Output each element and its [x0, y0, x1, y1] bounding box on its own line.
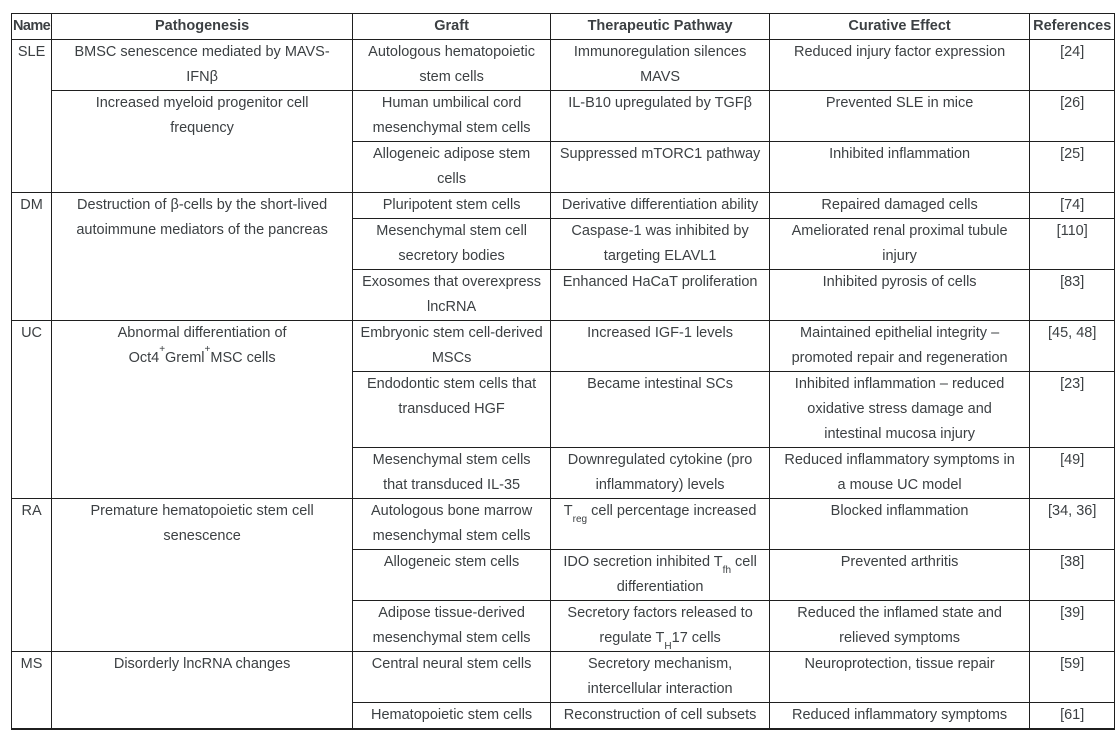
- cell-reference: [25]: [1029, 141, 1116, 193]
- cell-disease-name: SLE: [10, 39, 53, 193]
- col-header-curative-effect: Curative Effect: [769, 13, 1031, 40]
- cell-reference: [23]: [1029, 371, 1116, 448]
- cell-effect: Inhibited inflammation – reduced oxidati…: [769, 371, 1031, 448]
- cell-graft: Autologous bone marrow mesenchymal stem …: [352, 498, 552, 550]
- cell-graft: Allogeneic adipose stem cells: [352, 141, 552, 193]
- table-row: Endodontic stem cells that transduced HG…: [12, 371, 1116, 448]
- cell-reference: [49]: [1029, 447, 1116, 499]
- cell-graft: Mesenchymal stem cells that transduced I…: [352, 447, 552, 499]
- cell-pathogenesis: Abnormal differentiation of Oct4+Greml+M…: [51, 320, 354, 499]
- cell-effect: Inhibited pyrosis of cells: [769, 269, 1031, 321]
- table-row: UC Abnormal differentiation of Oct4+Grem…: [10, 320, 1116, 499]
- cell-effect: Reduced inflammatory symptoms: [769, 702, 1031, 730]
- cell-effect: Maintained epithelial integrity – promot…: [769, 320, 1031, 372]
- cell-graft: Mesenchymal stem cell secretory bodies: [352, 218, 552, 270]
- cell-pathway: Reconstruction of cell subsets: [550, 702, 771, 730]
- cell-effect: Prevented arthritis: [769, 549, 1031, 601]
- cell-pathway: Secretory mechanism, intercellular inter…: [550, 651, 771, 703]
- table-row: SLE BMSC senescence mediated by MAVS- IF…: [10, 39, 1116, 193]
- cell-effect: Ameliorated renal proximal tubule injury: [769, 218, 1031, 270]
- cell-effect: Reduced the inflamed state and relieved …: [769, 600, 1031, 652]
- table-row: Mesenchymal stem cells that transduced I…: [12, 447, 1116, 499]
- cell-effect: Reduced injury factor expression: [769, 39, 1031, 91]
- cell-pathway: Increased IGF-1 levels: [550, 320, 771, 372]
- cell-pathway: Derivative differentiation ability: [550, 192, 771, 219]
- col-header-graft: Graft: [352, 13, 552, 40]
- cell-effect: Neuroprotection, tissue repair: [769, 651, 1031, 703]
- cell-graft: Endodontic stem cells that transduced HG…: [352, 371, 552, 448]
- col-header-name: Name: [10, 13, 53, 40]
- cell-pathogenesis: Increased myeloid progenitor cell freque…: [51, 90, 354, 193]
- col-header-therapeutic-pathway: Therapeutic Pathway: [550, 13, 771, 40]
- cell-graft: Exosomes that overexpress lncRNA: [352, 269, 552, 321]
- table-row: DM Destruction of β-cells by the short-l…: [10, 192, 1116, 321]
- cell-graft: Allogeneic stem cells: [352, 549, 552, 601]
- table-header: Name Pathogenesis Graft Therapeutic Path…: [10, 13, 1116, 40]
- cell-pathogenesis: Destruction of β-cells by the short-live…: [51, 192, 354, 321]
- cell-pathway: Caspase-1 was inhibited by targeting ELA…: [550, 218, 771, 270]
- cell-pathway: IL-B10 upregulated by TGFβ: [550, 90, 771, 142]
- cell-pathway: Secretory factors released to regulate T…: [550, 600, 771, 652]
- stem-cell-therapy-table: Name Pathogenesis Graft Therapeutic Path…: [10, 13, 1116, 730]
- header-row: Name Pathogenesis Graft Therapeutic Path…: [10, 13, 1116, 40]
- cell-pathway: Enhanced HaCaT proliferation: [550, 269, 771, 321]
- cell-pathway: Became intestinal SCs: [550, 371, 771, 448]
- cell-effect: Prevented SLE in mice: [769, 90, 1031, 142]
- cell-graft: Autologous hematopoietic stem cells: [352, 39, 552, 91]
- cell-pathway: Immunoregulation silences MAVS: [550, 39, 771, 91]
- table-body: SLE BMSC senescence mediated by MAVS- IF…: [10, 39, 1116, 730]
- cell-disease-name: RA: [10, 498, 53, 652]
- cell-disease-name: DM: [10, 192, 53, 321]
- col-header-pathogenesis: Pathogenesis: [51, 13, 354, 40]
- col-header-references: References: [1029, 13, 1116, 40]
- cell-reference: [83]: [1029, 269, 1116, 321]
- cell-effect: Reduced inflammatory symptoms in a mouse…: [769, 447, 1031, 499]
- cell-reference: [34, 36]: [1029, 498, 1116, 550]
- cell-graft: Human umbilical cord mesenchymal stem ce…: [352, 90, 552, 142]
- cell-graft: Central neural stem cells: [352, 651, 552, 703]
- table-row: Exosomes that overexpress lncRNA Enhance…: [12, 269, 1116, 321]
- cell-graft: Embryonic stem cell-derived MSCs: [352, 320, 552, 372]
- cell-pathogenesis: Disorderly lncRNA changes: [51, 651, 354, 730]
- table-row: Allogeneic stem cells IDO secretion inhi…: [12, 549, 1116, 601]
- cell-pathogenesis: Premature hematopoietic stem cell senesc…: [51, 498, 354, 652]
- cell-reference: [110]: [1029, 218, 1116, 270]
- cell-effect: Repaired damaged cells: [769, 192, 1031, 219]
- cell-effect: Blocked inflammation: [769, 498, 1031, 550]
- table-row: Allogeneic adipose stem cells Suppressed…: [12, 141, 1116, 193]
- cell-reference: [26]: [1029, 90, 1116, 142]
- cell-graft: Pluripotent stem cells: [352, 192, 552, 219]
- table-row: MS Disorderly lncRNA changes Central neu…: [10, 651, 1116, 730]
- cell-reference: [39]: [1029, 600, 1116, 652]
- cell-reference: [24]: [1029, 39, 1116, 91]
- cell-reference: [45, 48]: [1029, 320, 1116, 372]
- cell-reference: [61]: [1029, 702, 1116, 730]
- cell-pathway: IDO secretion inhibited Tfh cell differe…: [550, 549, 771, 601]
- cell-pathogenesis: BMSC senescence mediated by MAVS- IFNβ: [51, 39, 354, 91]
- cell-disease-name: UC: [10, 320, 53, 499]
- cell-effect: Inhibited inflammation: [769, 141, 1031, 193]
- table-row: RA Premature hematopoietic stem cell sen…: [10, 498, 1116, 652]
- table-row: Increased myeloid progenitor cell freque…: [12, 90, 1116, 193]
- cell-graft: Hematopoietic stem cells: [352, 702, 552, 730]
- cell-disease-name: MS: [10, 651, 53, 730]
- cell-reference: [38]: [1029, 549, 1116, 601]
- cell-graft: Adipose tissue-derived mesenchymal stem …: [352, 600, 552, 652]
- cell-reference: [74]: [1029, 192, 1116, 219]
- cell-pathway: Suppressed mTORC1 pathway: [550, 141, 771, 193]
- cell-pathway: Treg cell percentage increased: [550, 498, 771, 550]
- cell-pathway: Downregulated cytokine (pro inflammatory…: [550, 447, 771, 499]
- cell-reference: [59]: [1029, 651, 1116, 703]
